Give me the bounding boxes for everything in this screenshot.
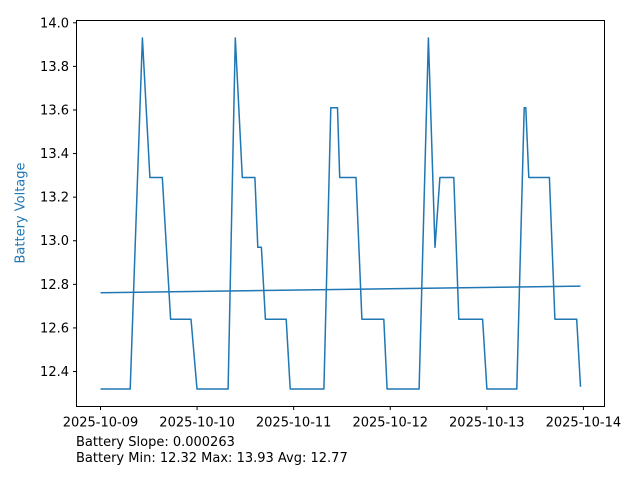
y-tick-label: 13.6 — [40, 103, 69, 118]
y-axis-label: Battery Voltage — [13, 162, 29, 264]
x-tick-label: 2025-10-14 — [546, 416, 622, 431]
x-tick-label: 2025-10-10 — [159, 416, 235, 431]
x-tick-label: 2025-10-09 — [63, 416, 139, 431]
y-tick-label: 14.0 — [40, 16, 69, 31]
battery-slope-text: Battery Slope: 0.000263 — [76, 435, 235, 450]
y-tick-label: 12.8 — [40, 278, 69, 293]
plot-border — [76, 20, 605, 407]
y-tick-label: 12.4 — [40, 365, 69, 380]
y-tick-label: 13.4 — [40, 147, 69, 162]
x-tick-label: 2025-10-12 — [352, 416, 428, 431]
chart-annotations: Battery Slope: 0.000263 Battery Min: 12.… — [76, 435, 348, 466]
x-tick-label: 2025-10-13 — [449, 416, 525, 431]
y-tick-label: 12.6 — [40, 321, 69, 336]
battery-trend-line — [100, 285, 581, 294]
y-tick-label: 13.0 — [40, 234, 69, 249]
y-tick-label: 13.8 — [40, 60, 69, 75]
battery-voltage-line — [100, 37, 582, 390]
battery-stats-text: Battery Min: 12.32 Max: 13.93 Avg: 12.77 — [76, 450, 348, 466]
x-tick-label: 2025-10-11 — [256, 416, 332, 431]
y-tick-label: 13.2 — [40, 191, 69, 206]
